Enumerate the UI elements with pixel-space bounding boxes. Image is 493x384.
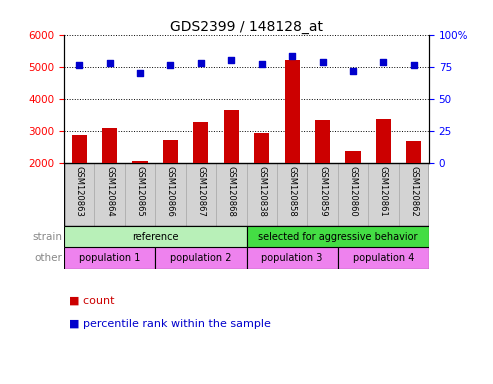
Text: other: other	[35, 253, 63, 263]
Bar	[133, 161, 148, 163]
Bar	[307, 163, 338, 226]
Text: population 4: population 4	[352, 253, 414, 263]
Bar	[246, 247, 338, 269]
Point	[75, 62, 83, 68]
Bar	[338, 247, 429, 269]
Text: GSM120861: GSM120861	[379, 166, 388, 217]
Point	[318, 58, 326, 65]
Point	[136, 70, 144, 76]
Bar	[125, 163, 155, 226]
Text: GSM120860: GSM120860	[349, 166, 357, 217]
Text: population 3: population 3	[261, 253, 323, 263]
Bar	[254, 133, 269, 163]
Text: GSM120866: GSM120866	[166, 166, 175, 217]
Bar	[155, 163, 186, 226]
Bar	[398, 163, 429, 226]
Bar	[186, 163, 216, 226]
Text: GSM120867: GSM120867	[196, 166, 206, 217]
Bar	[338, 163, 368, 226]
Text: strain: strain	[33, 232, 63, 242]
Bar	[376, 119, 391, 163]
Text: GSM120862: GSM120862	[409, 166, 418, 217]
Bar	[163, 140, 178, 163]
Bar	[102, 128, 117, 163]
Bar	[368, 163, 398, 226]
Point	[167, 62, 175, 68]
Text: GSM120868: GSM120868	[227, 166, 236, 217]
Bar	[155, 247, 246, 269]
Bar	[95, 163, 125, 226]
Bar	[71, 135, 87, 163]
Point	[410, 62, 418, 68]
Point	[258, 61, 266, 67]
Text: GSM120858: GSM120858	[287, 166, 297, 217]
Point	[227, 57, 235, 63]
Text: ■ count: ■ count	[69, 296, 114, 306]
Text: reference: reference	[132, 232, 178, 242]
Text: population 1: population 1	[79, 253, 141, 263]
Bar	[246, 226, 429, 247]
Text: GSM120865: GSM120865	[136, 166, 144, 217]
Bar	[224, 110, 239, 163]
Point	[380, 58, 387, 65]
Bar	[216, 163, 246, 226]
Bar	[406, 141, 422, 163]
Bar	[284, 60, 300, 163]
Bar	[246, 163, 277, 226]
Text: ■ percentile rank within the sample: ■ percentile rank within the sample	[69, 319, 271, 329]
Point	[197, 60, 205, 66]
Bar	[64, 226, 246, 247]
Text: selected for aggressive behavior: selected for aggressive behavior	[258, 232, 418, 242]
Bar	[193, 122, 209, 163]
Text: GSM120864: GSM120864	[105, 166, 114, 217]
Text: GSM120863: GSM120863	[75, 166, 84, 217]
Bar	[315, 120, 330, 163]
Bar	[277, 163, 307, 226]
Bar	[64, 163, 95, 226]
Title: GDS2399 / 148128_at: GDS2399 / 148128_at	[170, 20, 323, 33]
Text: population 2: population 2	[170, 253, 232, 263]
Point	[288, 53, 296, 60]
Point	[349, 68, 357, 74]
Text: GSM120859: GSM120859	[318, 166, 327, 217]
Point	[106, 60, 113, 66]
Bar	[64, 247, 155, 269]
Text: GSM120838: GSM120838	[257, 166, 266, 217]
Bar	[345, 151, 360, 163]
